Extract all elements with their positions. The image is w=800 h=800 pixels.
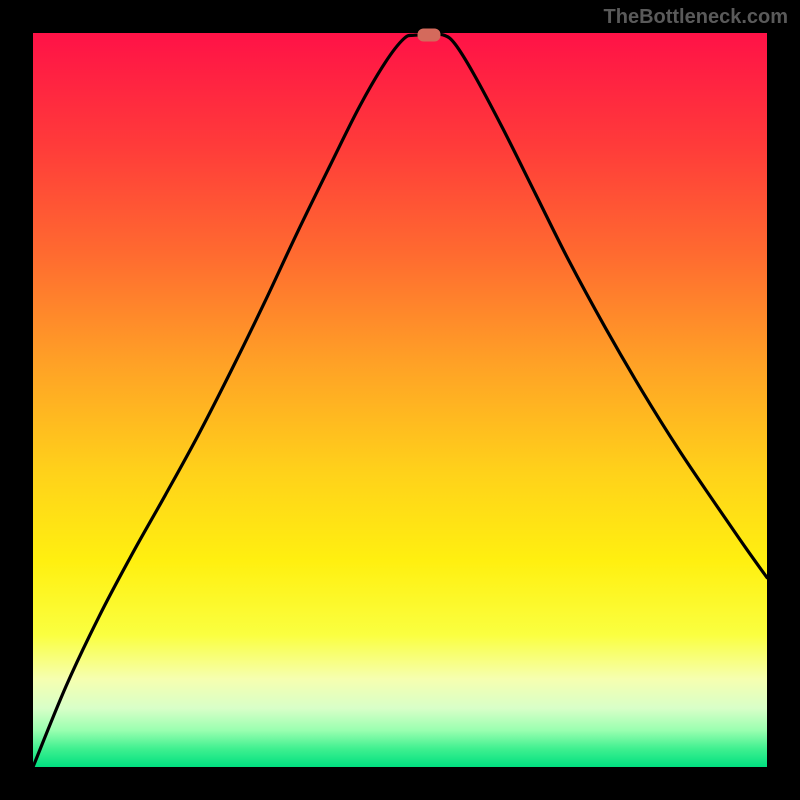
watermark-label: TheBottleneck.com bbox=[604, 6, 788, 29]
optimum-marker bbox=[418, 29, 441, 42]
bottleneck-curve bbox=[33, 33, 767, 767]
plot-area bbox=[33, 33, 767, 767]
